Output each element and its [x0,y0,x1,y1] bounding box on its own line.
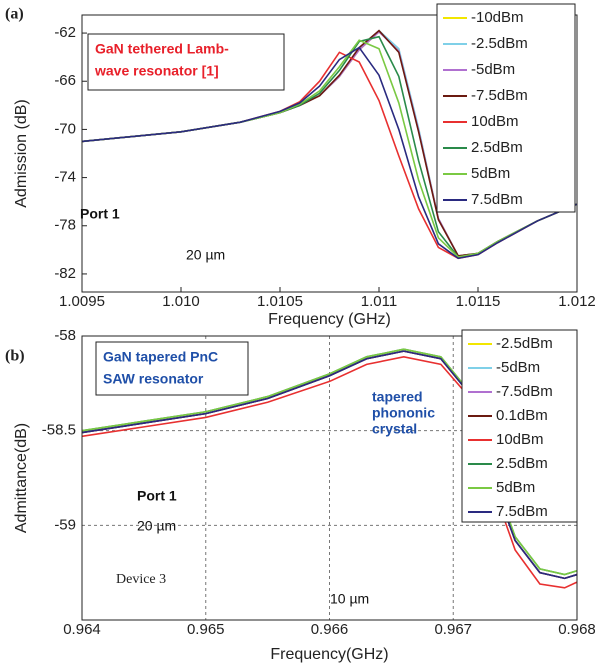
y-axis-label: Admission (dB) [13,99,30,207]
legend-label: 7.5dBm [496,503,548,520]
legend-label: 10dBm [496,431,544,448]
x-tick-label: 1.010 [162,293,200,310]
x-tick-label: 0.968 [558,621,596,638]
legend-label: -5dBm [471,61,515,78]
inset-label: 20 µm [186,247,225,263]
x-tick-label: 1.0095 [59,293,105,310]
x-tick-label: 1.011 [361,293,397,310]
y-tick-label: -78 [54,217,76,234]
inset-label: 20 µm [137,518,176,534]
legend-label: -2.5dBm [471,35,528,52]
inset-label: 10 µm [330,591,369,607]
y-tick-label: -82 [54,265,76,282]
legend-label: 0.1dBm [496,407,548,424]
x-tick-label: 0.965 [187,621,225,638]
y-tick-label: -58.5 [42,422,76,439]
x-tick-label: 0.966 [311,621,349,638]
x-tick-label: 0.964 [63,621,101,638]
annotation: wave resonator [1] [94,63,219,79]
x-axis-label: Frequency (GHz) [268,311,391,328]
legend-label: 10dBm [471,113,519,130]
legend-label: -5dBm [496,359,540,376]
y-tick-label: -70 [54,120,76,137]
legend-label: 5dBm [496,479,535,496]
inset-label: tapered [372,389,423,405]
y-tick-label: -66 [54,72,76,89]
legend-label: 5dBm [471,165,510,182]
x-tick-label: 1.012 [558,293,596,310]
y-tick-label: -59 [54,516,76,533]
inset-label: Port 1 [80,206,120,222]
legend-label: 7.5dBm [471,191,523,208]
x-tick-label: 1.0105 [257,293,303,310]
legend-label: 2.5dBm [496,455,548,472]
legend-label: -10dBm [471,9,524,26]
x-tick-label: 1.0115 [456,293,501,310]
y-tick-label: -62 [54,24,76,41]
x-axis-label: Frequency(GHz) [270,646,388,663]
inset-label: Device 3 [116,572,166,587]
panel-label: (a) [5,6,24,23]
y-axis-label: Admittance(dB) [13,423,30,533]
legend-label: -7.5dBm [496,383,553,400]
y-tick-label: -74 [54,169,76,186]
figure: -62 -66 -70 -74 -78 -82 1.0095 1.010 1.0105 1.011… [0,0,596,664]
annotation: GaN tethered Lamb- [95,41,229,57]
y-tick-label: -58 [54,327,76,344]
legend-label: 2.5dBm [471,139,523,156]
legend-label: -7.5dBm [471,87,528,104]
inset-label: Port 1 [137,488,177,504]
legend-label: -2.5dBm [496,335,553,352]
inset-label: crystal [372,421,417,437]
annotation: SAW resonator [103,371,204,387]
panel-label: (b) [5,348,25,365]
x-tick-label: 0.967 [434,621,472,638]
inset-label: phononic [372,405,435,421]
annotation: GaN tapered PnC [103,349,218,365]
